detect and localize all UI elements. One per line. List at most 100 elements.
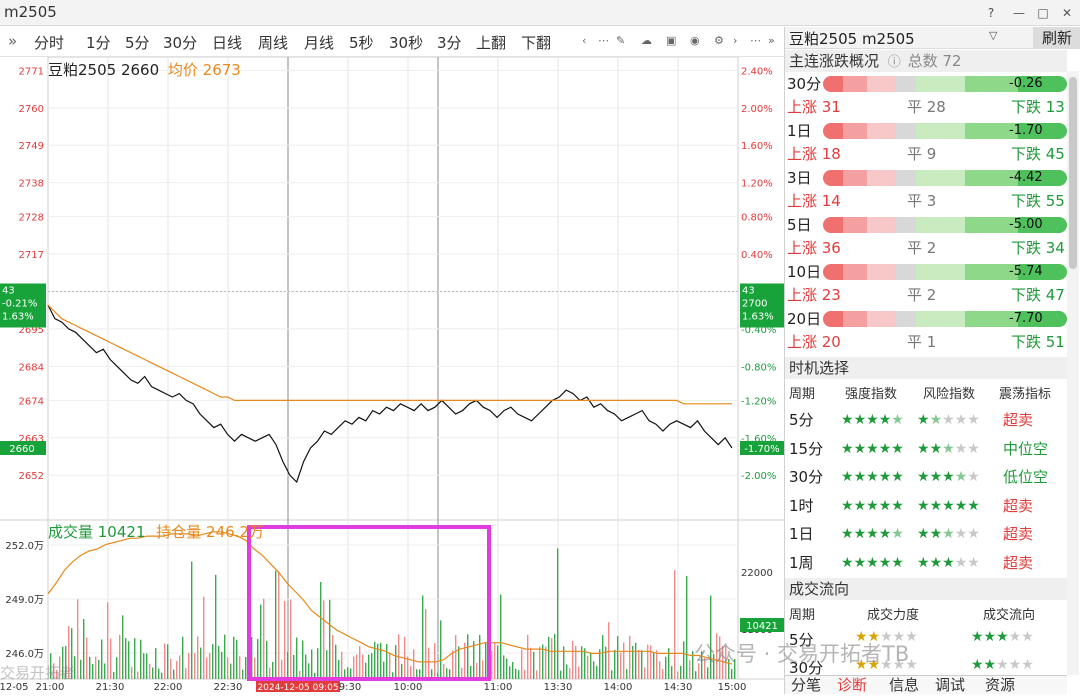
- period-row-1[interactable]: 1日 -1.70 上涨 18 平 9 下跌 45: [785, 121, 1067, 168]
- risk-stars: ★★★★★: [917, 410, 980, 430]
- tab-diagnosis[interactable]: 诊断: [837, 676, 868, 694]
- timing-period: 5分: [789, 411, 814, 429]
- volume-bar: [368, 654, 370, 679]
- volume-bar: [722, 646, 724, 679]
- volume-bar: [674, 570, 676, 679]
- star-icon: ★: [929, 412, 943, 428]
- period-row-0[interactable]: 30分 -0.26 上涨 31 平 28 下跌 13: [785, 74, 1067, 121]
- expand-icon[interactable]: »: [8, 32, 18, 50]
- star-icon: ★: [917, 555, 930, 571]
- timing-row-3[interactable]: 1时 ★★★★★ ★★★★★ 超卖: [785, 493, 1067, 521]
- help-circle-icon[interactable]: ⓘ: [887, 55, 901, 70]
- right-panel-header: 豆粕2505 m2505 ▽ 刷新: [785, 27, 1080, 49]
- bar-segment: [823, 311, 844, 327]
- oi-tick-label: 252.0万: [5, 541, 44, 552]
- volume-bar: [578, 666, 580, 679]
- volume-bar: [698, 663, 700, 679]
- refresh-button[interactable]: 刷新: [1033, 27, 1080, 49]
- volume-bar: [377, 643, 379, 679]
- page-down-button[interactable]: 下翻: [521, 34, 552, 52]
- period-row-5[interactable]: 20日 -7.70 上涨 20 平 1 下跌 51: [785, 309, 1067, 356]
- next-icon[interactable]: ›: [733, 34, 738, 47]
- timing-row-1[interactable]: 15分 ★★★★★ ★★★★★ 中位空: [785, 436, 1067, 464]
- timing-row-0[interactable]: 5分 ★★★★★ ★★★★★ 超卖: [785, 407, 1067, 435]
- tab-weekly[interactable]: 周线: [258, 34, 289, 52]
- prev-icon[interactable]: ‹: [582, 34, 587, 47]
- star-icon: ★: [866, 526, 879, 543]
- camera-icon[interactable]: ◉: [690, 34, 700, 47]
- volume-bar: [731, 668, 733, 679]
- dots-icon[interactable]: ⋯: [598, 34, 609, 47]
- dropdown-icon[interactable]: ▽: [989, 29, 998, 42]
- period-row-3[interactable]: 5日 -5.00 上涨 36 平 2 下跌 34: [785, 215, 1067, 262]
- volume-bar: [110, 638, 112, 679]
- volume-bar: [173, 669, 175, 679]
- dots-right-icon[interactable]: ⋯: [750, 34, 761, 47]
- volume-bar: [218, 645, 220, 679]
- period-row-2[interactable]: 3日 -4.42 上涨 14 平 3 下跌 55: [785, 168, 1067, 215]
- close-icon[interactable]: ✕: [1061, 6, 1073, 20]
- tab-daily[interactable]: 日线: [212, 34, 243, 52]
- volume-bar: [128, 641, 130, 679]
- tab-3min[interactable]: 3分: [437, 34, 462, 52]
- bar-segment: [866, 170, 898, 186]
- right-price-box-text: 43: [742, 286, 755, 297]
- volume-bar: [704, 658, 706, 679]
- timing-row-4[interactable]: 1日 ★★★★★ ★★★★★ 超卖: [785, 521, 1067, 549]
- collapse-icon[interactable]: »: [768, 34, 775, 47]
- gear-icon[interactable]: ⚙: [714, 34, 724, 47]
- volume-bar: [734, 658, 736, 679]
- volume-bar: [314, 672, 316, 679]
- timing-row-2[interactable]: 30分 ★★★★★ ★★★★★ 低位空: [785, 464, 1067, 492]
- timing-row-5[interactable]: 1周 ★★★★★ ★★★★★ 超卖: [785, 550, 1067, 578]
- price-tick-label: 2771: [19, 66, 44, 77]
- tab-debug[interactable]: 调试: [935, 676, 966, 694]
- cloud-icon[interactable]: ☁: [641, 34, 652, 47]
- volume-bar: [686, 575, 688, 679]
- maximize-icon[interactable]: □: [1037, 6, 1049, 20]
- tab-30sec[interactable]: 30秒: [389, 34, 424, 52]
- period-label: 20日: [787, 310, 822, 328]
- tab-5sec[interactable]: 5秒: [349, 34, 374, 52]
- pencil-icon[interactable]: ✎: [616, 34, 626, 47]
- minimize-icon[interactable]: —: [1013, 6, 1025, 20]
- scrollbar-thumb[interactable]: [1069, 77, 1077, 269]
- timing-period: 1日: [789, 525, 814, 544]
- volume-bar: [524, 669, 526, 679]
- page-up-button[interactable]: 上翻: [476, 34, 507, 52]
- volume-bar: [275, 570, 277, 679]
- tab-1min[interactable]: 1分: [86, 34, 111, 52]
- tab-ticks[interactable]: 分笔: [791, 676, 822, 694]
- volume-bar: [551, 638, 553, 679]
- star-icon: ★: [853, 469, 867, 486]
- volume-bar: [428, 647, 430, 679]
- volume-bar: [641, 650, 643, 679]
- last-price-tag-bg: [0, 440, 46, 455]
- period-row-4[interactable]: 10日 -5.74 上涨 23 平 2 下跌 47: [785, 262, 1067, 309]
- time-tick-label: 14:30: [664, 682, 693, 693]
- help-icon[interactable]: ?: [987, 6, 995, 20]
- image-icon[interactable]: ▣: [666, 34, 677, 47]
- risk-stars: ★★★★★: [917, 524, 980, 544]
- oi-tick-label: 249.0万: [5, 595, 44, 606]
- vol-tag: 10421: [746, 621, 778, 632]
- tab-monthly[interactable]: 月线: [304, 34, 335, 52]
- flow-force-stars-2: ★★★★★: [855, 657, 918, 673]
- volume-bar: [575, 645, 577, 679]
- pct-tick-label: 0.80%: [741, 213, 773, 224]
- price-line: [47, 304, 733, 484]
- tab-fenshi[interactable]: 分时: [34, 34, 65, 52]
- chart-svg[interactable]: 2771 2.40% 2760 2.00% 2749 1.60% 2738 1.20% 2728…: [0, 56, 784, 694]
- intraday-chart[interactable]: 2771 2.40% 2760 2.00% 2749 1.60% 2738 1.20% 2728…: [0, 56, 784, 694]
- bar-segment: [842, 76, 869, 92]
- right-panel-scrollbar[interactable]: [1067, 71, 1079, 675]
- tab-info[interactable]: 信息: [889, 676, 920, 694]
- volume-bar: [548, 636, 550, 679]
- volume-bar: [482, 660, 484, 679]
- volume-bar: [161, 672, 163, 679]
- tab-resources[interactable]: 资源: [985, 676, 1016, 694]
- volume-bar: [425, 608, 427, 679]
- tab-5min[interactable]: 5分: [125, 34, 150, 52]
- tab-30min[interactable]: 30分: [163, 34, 198, 52]
- volume-bar: [65, 646, 67, 679]
